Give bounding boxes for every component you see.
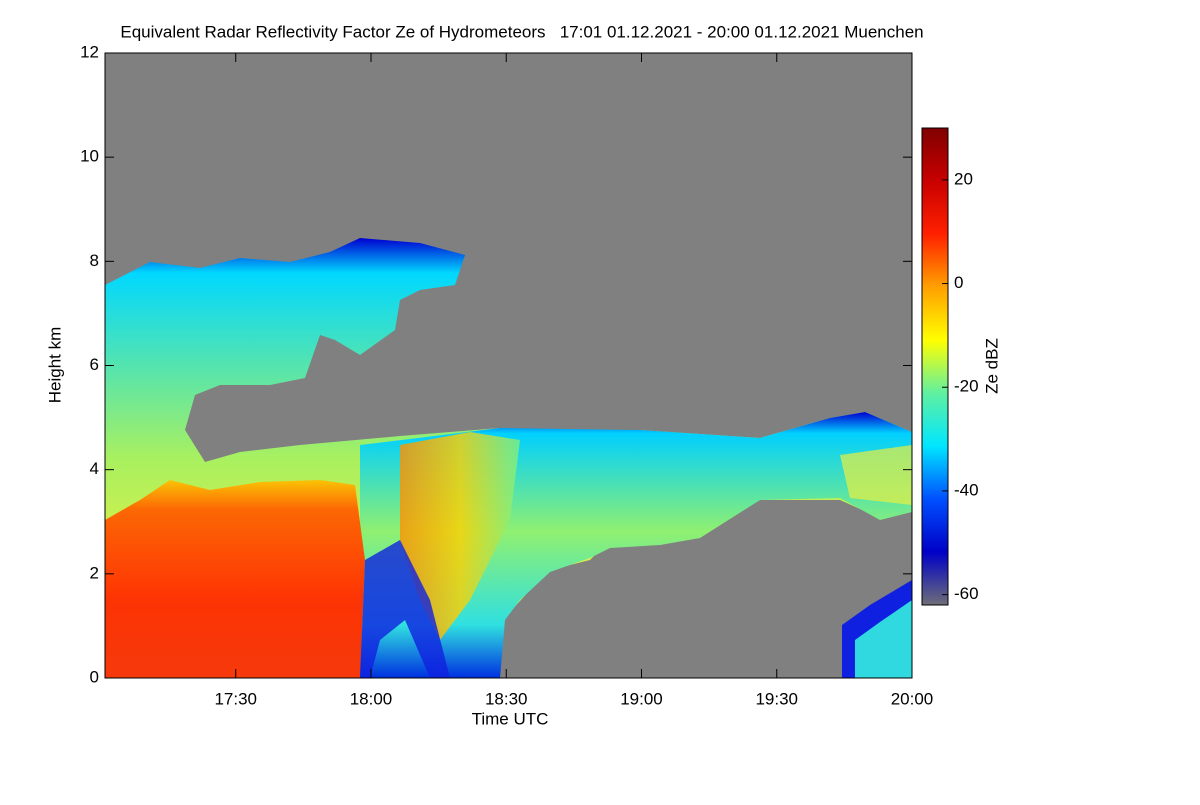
x-tick-label: 19:30 [755, 689, 798, 708]
colorbar-tick-label: 0 [954, 273, 963, 292]
fringe [360, 540, 450, 678]
y-tick-label: 4 [90, 459, 99, 478]
x-tick-label: 19:00 [620, 689, 663, 708]
colorbar-tick-label: -20 [954, 377, 979, 396]
melting-core [400, 432, 520, 640]
y-tick-label: 10 [80, 147, 99, 166]
y-tick-label: 0 [90, 667, 99, 686]
x-tick-label: 20:00 [891, 689, 934, 708]
y-tick-label: 6 [90, 355, 99, 374]
y-tick-label: 2 [90, 563, 99, 582]
y-axis-label: Height km [45, 327, 64, 404]
colorbar-label: Ze dBZ [982, 338, 1001, 394]
colorbar-frame [921, 127, 949, 606]
yellow-patch [840, 445, 912, 505]
reflectivity-field [105, 238, 912, 678]
chart-title: Equivalent Radar Reflectivity Factor Ze … [120, 22, 923, 41]
lower-echo-inner [855, 600, 912, 678]
y-tick-label: 12 [80, 42, 99, 61]
colorbar-tick-label: 20 [954, 169, 973, 188]
colorbar [922, 128, 948, 605]
y-tick-label: 8 [90, 251, 99, 270]
x-tick-label: 17:30 [214, 689, 257, 708]
core [105, 480, 365, 678]
x-tick-label: 18:30 [485, 689, 528, 708]
colorbar-tick-label: -60 [954, 584, 979, 603]
x-axis-label: Time UTC [472, 709, 549, 728]
x-tick-label: 18:00 [350, 689, 393, 708]
colorbar-tick-label: -40 [954, 480, 979, 499]
